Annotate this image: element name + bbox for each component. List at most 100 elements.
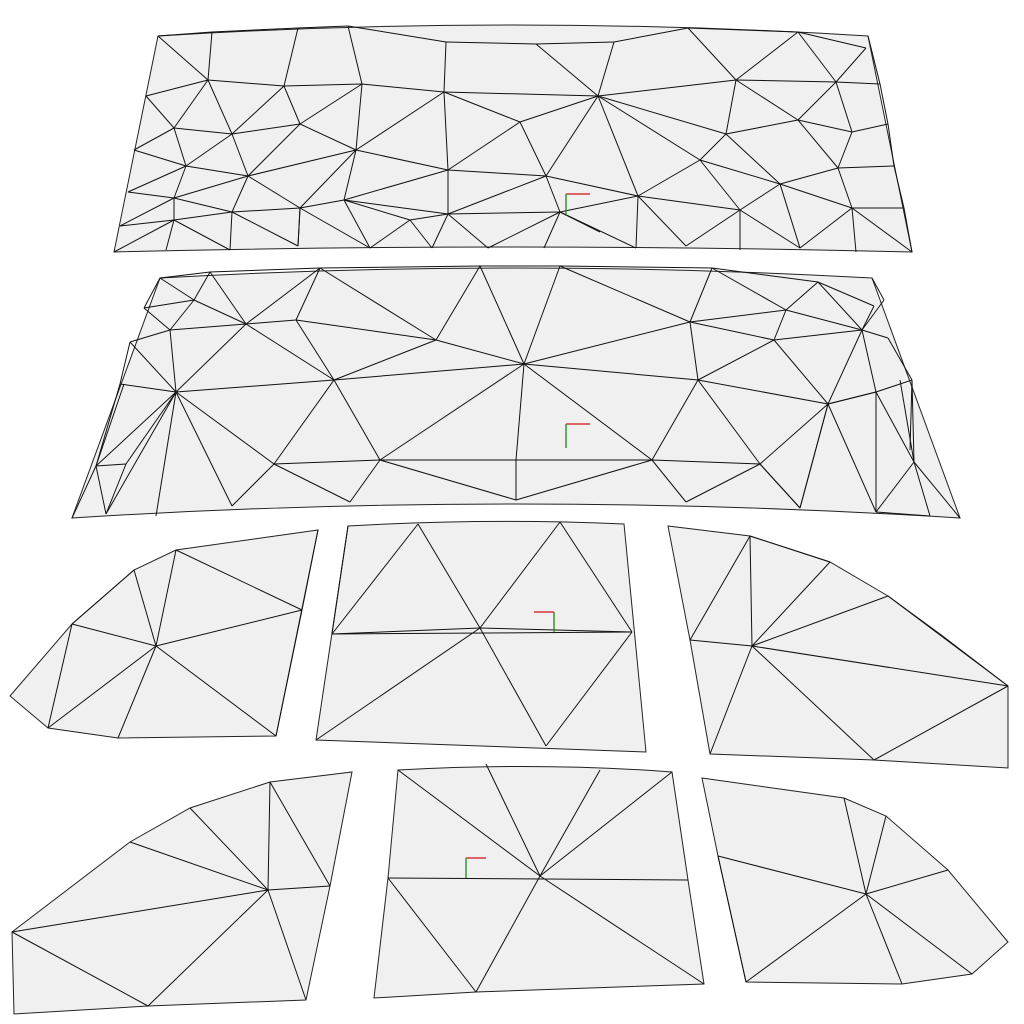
mesh-edge [193,299,247,325]
mesh-edge [129,841,269,891]
mesh-edge [903,207,913,253]
panel-outline [11,771,353,1015]
mesh-edge [887,337,913,381]
mesh-edge [559,211,601,233]
mesh-edge [689,639,753,647]
mesh-edge [145,79,209,97]
mesh-edge [597,41,615,97]
mesh-edge [773,329,863,341]
panel-outline [9,529,319,739]
mesh-edge [697,379,829,405]
mesh-edge [119,219,175,227]
mesh-edge [773,339,829,405]
mesh-edge [173,219,231,251]
mesh-edge [295,319,335,381]
mesh-edge [559,521,633,633]
mesh-edge [519,95,599,123]
mesh-edge [539,769,601,877]
mesh-edge [861,299,885,331]
mesh-edge [431,213,449,249]
mesh-edge [443,41,447,93]
mesh-edge [299,207,371,249]
mesh-edge [165,219,175,251]
mesh-edge [687,27,799,33]
mesh-edge [487,211,561,249]
mesh-edge [879,83,889,125]
mesh-edge [837,131,853,169]
mesh-edge [447,211,561,215]
mesh-edge [297,207,301,247]
mesh-edge [283,85,301,125]
mesh-edge [355,91,445,151]
mesh-edge [797,31,837,83]
mesh-edge [207,31,213,81]
mesh-edge [479,627,547,747]
mesh-edge [699,133,727,161]
mesh-edge [773,309,787,341]
mesh-edge [231,123,301,135]
mesh-edge [751,595,889,647]
mesh-edge [749,535,753,647]
mesh-edge [185,165,249,177]
mesh-edge [785,281,819,311]
mesh-edge [267,885,331,891]
mesh-edge [211,27,299,33]
mesh-edge [47,645,157,729]
mesh-edge [231,85,285,135]
mesh-edge [119,197,175,227]
mesh-edge [751,645,1009,687]
mesh-edge [873,685,1009,761]
mesh-edge [559,195,639,213]
mesh-edge [355,149,449,171]
mesh-edge [835,81,853,133]
mesh-edge [597,79,737,97]
mesh-edge [651,459,761,465]
mesh-edge [597,95,639,197]
mesh-edge [817,281,863,331]
mesh-edge [651,459,687,503]
mesh-edge [523,363,699,381]
mesh-edge [799,403,829,509]
mesh-edge [435,339,525,365]
mesh-edge [173,175,249,199]
mesh-edge [159,277,195,301]
mesh-edge [117,645,157,739]
mesh-edge [231,133,249,177]
mesh-edge [893,165,905,209]
mesh-edge [637,195,687,247]
mesh-edge [189,807,269,891]
local-axes-icon [534,611,555,632]
mesh-edge [95,391,177,467]
mesh-edge [827,403,877,513]
mesh-edge [559,265,713,269]
mesh-edge [143,299,195,309]
mesh-edge [523,363,653,461]
mesh-edge [861,329,889,339]
mesh-edge [295,267,321,321]
mesh-edge [273,379,335,465]
mesh-edge [545,175,639,197]
mesh-edge [267,781,271,891]
mesh-edge [331,525,349,635]
mesh-edge [169,323,247,331]
mesh-edge [155,609,303,647]
mesh-edge [267,889,307,1001]
mesh-edge [129,341,177,393]
mesh-edge [685,463,761,503]
triangle-edges [315,521,633,747]
mesh-edge [735,79,799,121]
mesh-edge [349,459,381,503]
mesh-edge [865,869,949,895]
mesh-edge [759,463,801,509]
mesh-edge [739,209,801,249]
mesh-edge [545,631,633,747]
mesh-edge [523,265,561,365]
mesh-edge [697,379,761,465]
mesh-edge [157,31,213,37]
mesh-edge [689,309,787,323]
mesh-edge [709,645,753,755]
mesh-edge [447,169,547,177]
mesh-edge [173,165,187,199]
mesh-edge [559,265,691,323]
mesh-edge [133,149,187,167]
